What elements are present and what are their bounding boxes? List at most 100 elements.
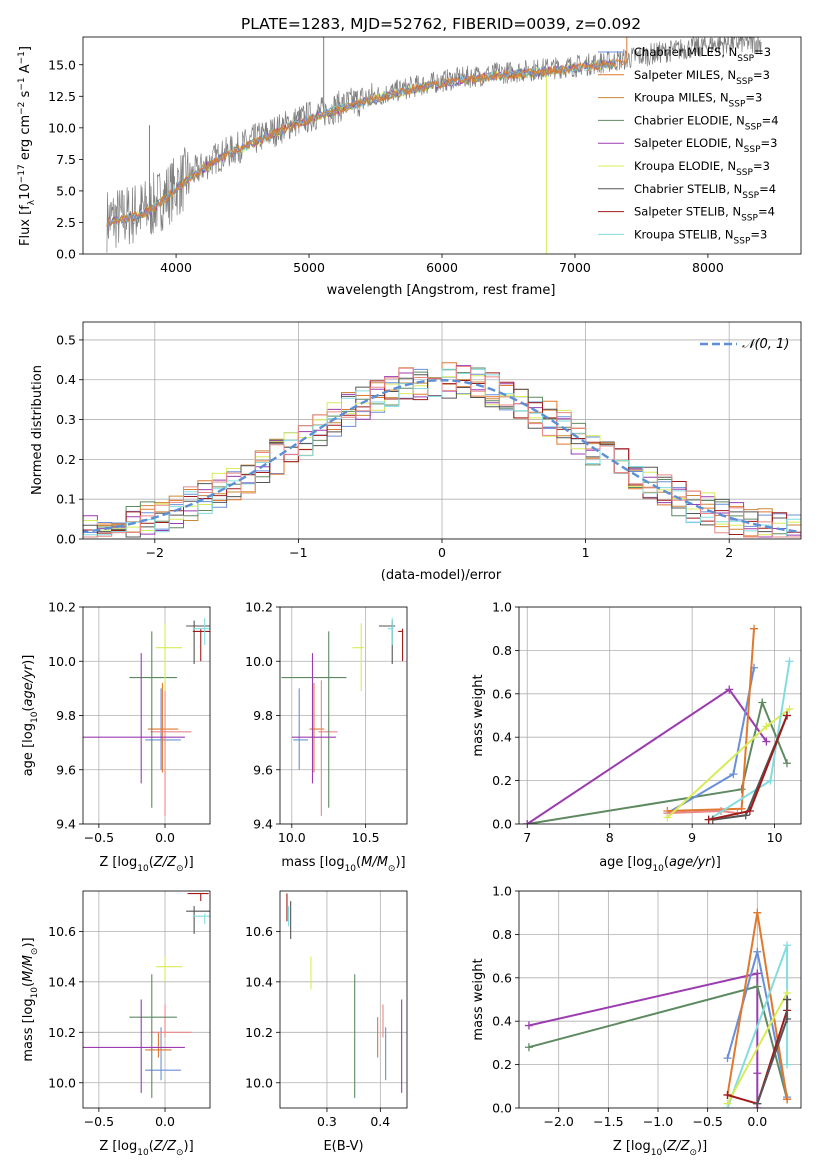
x-tick-label: −1.5 (593, 1114, 623, 1129)
weight-marker (783, 1095, 792, 1104)
label-part: 10 (137, 864, 149, 874)
x-tick-label: 8000 (692, 260, 724, 275)
y-axis-label: Flux [fλ10−17 erg cm−2 s−1 A−1] (17, 46, 37, 246)
label-part: age [log (599, 855, 652, 870)
y-tick-label: 9.4 (56, 817, 76, 832)
label-part: )] (184, 1139, 194, 1154)
weight-marker (723, 1090, 732, 1099)
weight-marker (750, 624, 758, 633)
label-part: A (18, 64, 33, 77)
label-part: age [log (21, 723, 36, 776)
x-tick-label: 0.3 (317, 1114, 337, 1129)
y-axis-label: age [log10(age/yr)] (21, 655, 40, 777)
weight-marker (725, 685, 734, 694)
legend-label: Kroupa STELIB, NSSP=3 (634, 227, 767, 246)
x-axis-label: Z [log10(Z/Z⊙)] (99, 1139, 193, 1158)
plot-area (280, 607, 407, 824)
y-tick-label: 0.2 (492, 1057, 512, 1072)
label-part: −2 (17, 102, 27, 115)
weight-marker (783, 995, 792, 1004)
spectrum-panel: 4000 5000 6000 7000 8000 0.0 2.5 5.0 7.5 10.0 12.5… (17, 36, 802, 298)
y-tick-label: 0.0 (492, 1101, 512, 1116)
x-tick-label: −0.5 (84, 830, 114, 845)
weight-line (726, 992, 788, 1105)
model-spectrum (106, 60, 616, 228)
x-tick-label: 0.0 (155, 1114, 175, 1129)
weight-marker (753, 982, 762, 991)
label-part: SSP (737, 54, 754, 64)
label-part: erg cm (18, 115, 33, 164)
mass-vs-ebv-panel: 0.3 0.4 10.0 10.2 10.4 10.6 E(B-V) (245, 890, 408, 1154)
x-tick-label: 9 (688, 830, 696, 845)
x-axis-label: wavelength [Angstrom, rest frame] (327, 283, 556, 298)
x-tick-label: −0.5 (692, 1114, 722, 1129)
label-part: SSP (744, 145, 761, 155)
y-axis-label: Normed distribution (30, 365, 45, 495)
x-tick-label: 7000 (559, 260, 591, 275)
legend-label: Salpeter ELODIE, NSSP=3 (634, 136, 777, 155)
legend-label: Chabrier MILES, NSSP=3 (634, 45, 771, 64)
y-tick-label: 10.0 (48, 654, 76, 669)
legend-label: Chabrier ELODIE, NSSP=4 (634, 113, 779, 132)
y-tick-label: 0.5 (56, 332, 76, 347)
model-spectrum (106, 57, 628, 228)
x-tick-label: 10 (767, 830, 783, 845)
y-tick-label: 1.0 (492, 600, 512, 615)
weight-marker (723, 1054, 732, 1063)
y-tick-label: 0.6 (492, 970, 512, 985)
weight-marker (745, 806, 754, 815)
y-tick-label: 10.2 (48, 600, 76, 615)
weight-marker (723, 1099, 732, 1108)
label-part: =3 (750, 227, 767, 241)
label-part: ⊙ (689, 1148, 697, 1158)
label-part: =3 (754, 45, 771, 59)
weight-marker (753, 947, 762, 956)
weight-line (712, 715, 788, 821)
label-part: −1 (17, 77, 27, 90)
weight-marker (753, 1069, 762, 1078)
label-part: SSP (741, 214, 758, 224)
y-tick-label: 15.0 (48, 57, 76, 72)
label-part: SSP (742, 191, 759, 201)
plot-area (519, 607, 801, 824)
y-tick-label: 10.6 (245, 924, 273, 939)
y-tick-label: 10.0 (245, 654, 273, 669)
histogram-step (83, 366, 801, 538)
label-part: ⊙ (176, 1148, 184, 1158)
y-tick-label: 0.8 (492, 927, 512, 942)
weight-marker (737, 804, 746, 813)
x-tick-label: 0.0 (155, 830, 175, 845)
label-part: −1 (17, 51, 27, 64)
weight-marker (758, 698, 767, 707)
y-tick-label: 2.5 (56, 215, 76, 230)
x-axis-label: age [log10(age/yr)] (599, 855, 721, 874)
label-part: Z/Z (153, 855, 177, 870)
label-part: )] (21, 655, 36, 665)
axes-frame (82, 36, 802, 255)
x-tick-label: −1.0 (643, 1114, 673, 1129)
y-tick-label: 5.0 (56, 183, 76, 198)
label-part: Z [log (99, 855, 137, 870)
mass-vs-metallicity-panel: −0.5 0.010.010.210.410.6Z [log10(Z/Z⊙)]ma… (21, 890, 211, 1158)
legend-label: Salpeter MILES, NSSP=3 (634, 68, 770, 87)
axes-frame (82, 321, 802, 540)
label-part: Z [log (99, 1139, 137, 1154)
residual-histogram-panel: −2 −1 0 1 2 0.0 0.1 0.2 0.3 0.4 0.5 𝒩(0, 1) (data-mo… (30, 321, 802, 583)
label-part: SSP (729, 100, 746, 110)
x-axis-label: mass [log10(M/M⊙)] (281, 855, 405, 874)
x-axis-label: E(B-V) (323, 1139, 363, 1154)
label-part: Z [log (613, 1139, 651, 1154)
x-tick-label: 2 (725, 545, 733, 560)
label-part: ⊙ (176, 864, 184, 874)
y-tick-label: 0.4 (492, 1014, 512, 1029)
legend-label: Salpeter STELIB, NSSP=4 (634, 205, 775, 224)
label-part: Z/Z (666, 1139, 690, 1154)
y-tick-label: 0.8 (492, 643, 512, 658)
label-part: ( (356, 855, 361, 870)
label-part: Kroupa ELODIE, N (634, 159, 736, 173)
label-part: Kroupa MILES, N (634, 91, 729, 105)
label-part: 10 (651, 1148, 663, 1158)
label-part: Salpeter STELIB, N (634, 205, 741, 219)
x-tick-label: 0.0 (747, 1114, 767, 1129)
weight-vs-metallicity-panel: −2.0 −1.5 −1.0 −0.5 0.0 0.0 0.2 0.4 0.6 0.8 1.0 Z [… (471, 884, 802, 1158)
